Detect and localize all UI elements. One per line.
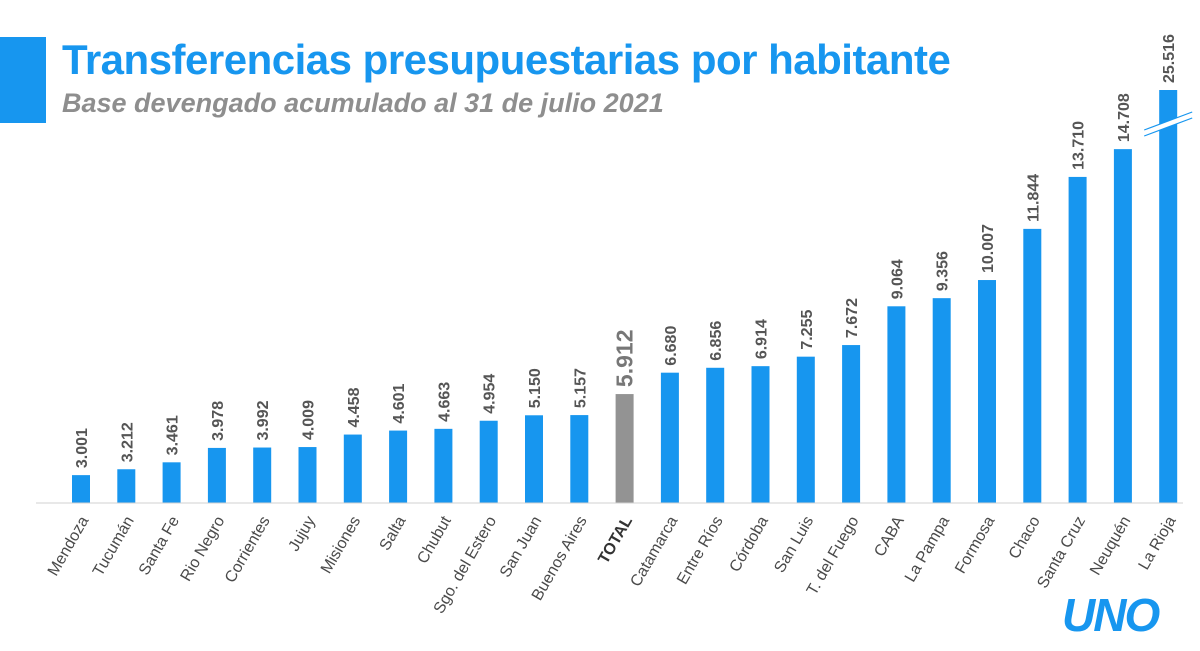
- bar-san-juan: [525, 415, 543, 503]
- category-label-misiones: Misiones: [318, 514, 364, 577]
- uno-logo: UNO: [1062, 589, 1160, 641]
- value-label-santa-cruz: 13.710: [1071, 121, 1088, 170]
- value-label-sgo-del-estero: 4.954: [482, 374, 499, 414]
- value-label-chaco: 11.844: [1025, 174, 1042, 222]
- category-label-la-rioja: La Rioja: [1136, 513, 1180, 572]
- bar-entre-rios: [706, 367, 725, 503]
- bars-group: [72, 90, 1193, 504]
- value-label-formosa: 10.007: [980, 224, 997, 273]
- bar-chaco: [1023, 228, 1042, 504]
- axis-break-mark: [1143, 111, 1193, 137]
- category-label-cordoba: Córdoba: [727, 513, 772, 575]
- accent-bar: [0, 37, 46, 123]
- axis-break-line-upper: [1143, 111, 1193, 131]
- value-label-salta: 4.601: [391, 383, 408, 423]
- bar-corrientes: [253, 447, 272, 503]
- category-label-entre-rios: Entre Ríos: [674, 514, 727, 588]
- category-label-neuquen: Neuquén: [1087, 514, 1134, 579]
- category-label-formosa: Formosa: [952, 513, 998, 576]
- bar-t-del-fuego: [842, 345, 861, 503]
- value-label-jujuy: 4.009: [301, 400, 318, 440]
- category-label-total: TOTAL: [595, 513, 636, 567]
- category-label-caba: CABA: [871, 513, 908, 560]
- bar-mendoza: [72, 475, 90, 503]
- category-label-la-pampa: La Pampa: [902, 513, 953, 585]
- bar-buenos-aires: [570, 415, 589, 503]
- category-label-san-luis: San Luis: [771, 514, 817, 576]
- value-label-mendoza: 3.001: [74, 428, 91, 468]
- category-label-corrientes: Corrientes: [222, 514, 274, 586]
- bar-formosa: [978, 280, 996, 503]
- bar-caba: [887, 306, 906, 503]
- value-label-entre-rios: 6.856: [708, 321, 725, 361]
- value-label-chubut: 4.663: [436, 382, 453, 422]
- bar-tucuman: [117, 469, 136, 503]
- category-label-mendoza: Mendoza: [45, 513, 93, 579]
- bar-cordoba: [751, 366, 770, 503]
- category-label-jujuy: Jujuy: [286, 514, 319, 555]
- bar-santa-cruz: [1068, 176, 1087, 503]
- value-label-cordoba: 6.914: [754, 319, 771, 359]
- category-label-santa-cruz: Santa Cruz: [1034, 514, 1089, 592]
- bar-jujuy: [298, 447, 317, 503]
- value-label-tucuman: 3.212: [119, 422, 136, 462]
- value-label-santa-fe: 3.461: [165, 415, 182, 455]
- axis-break-gap: [1144, 112, 1193, 136]
- value-label-la-rioja: 25.516: [1161, 34, 1178, 83]
- value-label-buenos-aires: 5.157: [572, 368, 589, 408]
- category-label-rio-negro: Rio Negro: [178, 513, 229, 584]
- chart-title: Transferencias presupuestarias por habit…: [62, 36, 951, 83]
- bar-la-pampa: [932, 298, 951, 503]
- bar-total: [615, 394, 634, 503]
- bar-catamarca: [660, 372, 679, 503]
- bar-rio-negro: [207, 447, 226, 503]
- category-label-catamarca: Catamarca: [628, 513, 682, 589]
- bar-salta: [389, 430, 408, 503]
- value-label-san-juan: 5.150: [527, 368, 544, 408]
- value-label-neuquen: 14.708: [1116, 93, 1133, 142]
- value-label-corrientes: 3.992: [255, 400, 272, 440]
- bar-la-rioja: [1159, 90, 1178, 503]
- category-label-chaco: Chaco: [1006, 513, 1044, 562]
- value-label-san-luis: 7.255: [799, 310, 816, 350]
- value-labels-group: 3.001 3.212 3.461 3.978 3.992 4.009 4.458 4.601…: [74, 34, 1178, 468]
- value-label-t-del-fuego: 7.672: [844, 298, 861, 338]
- category-label-tucuman: Tucumán: [90, 514, 138, 580]
- value-label-caba: 9.064: [889, 259, 906, 299]
- bar-misiones: [343, 434, 362, 503]
- value-label-catamarca: 6.680: [663, 326, 680, 366]
- category-label-chubut: Chubut: [414, 513, 455, 567]
- value-label-misiones: 4.458: [346, 387, 363, 427]
- category-label-san-juan: San Juan: [497, 514, 546, 581]
- value-label-total: 5.912: [612, 330, 638, 388]
- category-label-santa-fe: Santa Fe: [136, 513, 183, 578]
- bar-neuquen: [1113, 149, 1132, 503]
- chart-subtitle: Base devengado acumulado al 31 de julio …: [62, 88, 664, 118]
- value-label-rio-negro: 3.978: [210, 401, 227, 441]
- bar-sgo-del-estero: [479, 420, 498, 503]
- category-label-salta: Salta: [377, 513, 410, 553]
- value-label-la-pampa: 9.356: [935, 251, 952, 291]
- bar-chubut: [434, 428, 453, 503]
- bar-santa-fe: [162, 462, 181, 503]
- bar-san-luis: [796, 356, 815, 503]
- axis-break-line-lower: [1143, 117, 1193, 137]
